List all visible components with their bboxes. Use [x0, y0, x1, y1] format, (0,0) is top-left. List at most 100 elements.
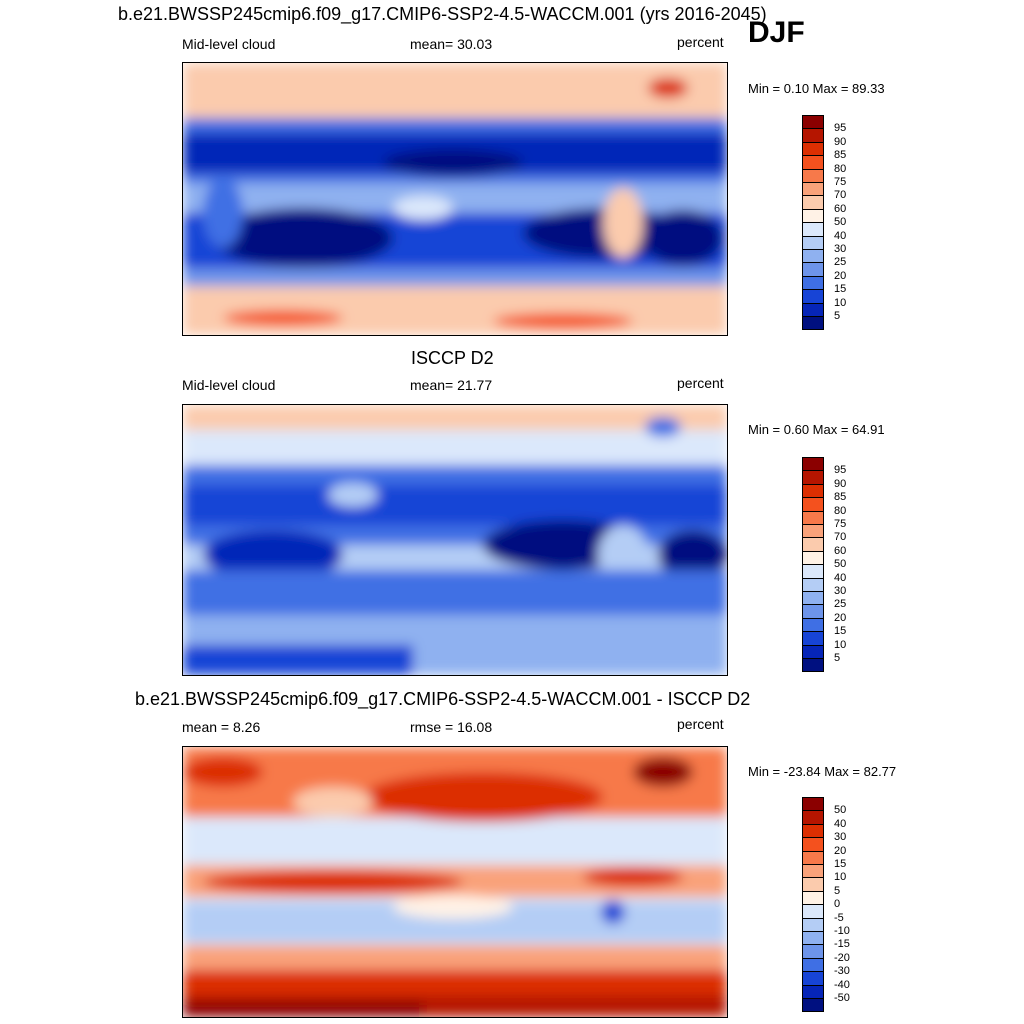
colorbar-swatch	[802, 644, 824, 659]
colorbar-swatch	[802, 823, 824, 839]
colorbar-swatch	[802, 457, 824, 472]
panel2-map	[182, 404, 728, 676]
colorbar-swatch	[802, 877, 824, 892]
colorbar-tick-label: 15	[834, 858, 847, 870]
colorbar-swatch	[802, 617, 824, 633]
colorbar-swatch	[802, 316, 824, 331]
colorbar-tick-label: 20	[834, 611, 847, 624]
panel1-center-label: mean= 30.03	[410, 36, 493, 52]
colorbar-tick-label: 85	[834, 491, 847, 504]
colorbar-swatch	[802, 850, 824, 865]
colorbar-swatch	[802, 931, 824, 946]
colorbar-tick-label: 5	[834, 652, 841, 664]
panel3-center-label: rmse = 16.08	[410, 719, 493, 735]
panel1-left-label: Mid-level cloud	[182, 36, 276, 52]
colorbar-swatch	[802, 564, 824, 579]
colorbar-tick-label: 20	[834, 269, 847, 282]
colorbar-swatch	[802, 275, 824, 291]
colorbar-tick-label: 5	[834, 310, 841, 322]
colorbar-swatch	[802, 195, 824, 210]
panel3-title: b.e21.BWSSP245cmip6.f09_g17.CMIP6-SSP2-4…	[135, 689, 751, 709]
panel2-minmax: Min = 0.60 Max = 64.91	[748, 422, 885, 437]
colorbar-swatch	[802, 497, 824, 512]
colorbar-tick-label: 95	[834, 122, 847, 135]
colorbar-tick-label: 85	[834, 149, 847, 162]
colorbar-tick-label: -10	[834, 925, 850, 937]
colorbar-tick-label: 40	[834, 229, 847, 242]
panel1-map	[182, 62, 728, 336]
colorbar-tick-label: 50	[834, 804, 847, 817]
colorbar-swatch	[802, 289, 824, 304]
colorbar-tick-label: 30	[834, 831, 847, 844]
colorbar-tick-label: -50	[834, 992, 850, 1004]
colorbar-tick-label: 50	[834, 216, 847, 229]
colorbar-swatch	[802, 917, 824, 932]
colorbar-swatch	[802, 984, 824, 999]
colorbar-tick-label: 95	[834, 464, 847, 477]
panel2-title: ISCCP D2	[411, 348, 494, 368]
colorbar-swatch	[802, 249, 824, 264]
colorbar-swatch	[802, 483, 824, 499]
colorbar-swatch	[802, 537, 824, 552]
colorbar-tick-label: 80	[834, 504, 847, 517]
colorbar-tick-label: 90	[834, 477, 847, 490]
colorbar-tick-label: 75	[834, 518, 847, 530]
colorbar-tick-label: 25	[834, 256, 847, 269]
colorbar-tick-label: 60	[834, 202, 847, 215]
colorbar-tick-label: 90	[834, 135, 847, 148]
colorbar-swatch	[802, 302, 824, 317]
panel2-center-label: mean= 21.77	[410, 377, 493, 393]
colorbar-swatch	[802, 182, 824, 197]
colorbar-swatch	[802, 631, 824, 646]
colorbar-tick-label: 70	[834, 189, 847, 202]
panel3-units: percent	[677, 716, 724, 732]
colorbar-tick-label: 10	[834, 638, 847, 651]
colorbar-tick-label: 30	[834, 585, 847, 597]
colorbar-tick-label: 40	[834, 817, 847, 830]
colorbar-swatch	[802, 658, 824, 673]
colorbar-swatch	[802, 262, 824, 277]
colorbar-swatch	[802, 957, 824, 973]
panel1-minmax: Min = 0.10 Max = 89.33	[748, 81, 885, 96]
colorbar-tick-label: -20	[834, 951, 850, 964]
colorbar-swatch	[802, 470, 824, 485]
colorbar-swatch	[802, 944, 824, 959]
colorbar-tick-label: 0	[834, 898, 841, 911]
colorbar-tick-label: 15	[834, 625, 847, 638]
colorbar-swatch	[802, 591, 824, 606]
panel2-left-label: Mid-level cloud	[182, 377, 276, 393]
panel3-map	[182, 746, 728, 1018]
colorbar-tick-label: -5	[834, 911, 844, 924]
colorbar-swatch	[802, 168, 824, 183]
colorbar-tick-label: 75	[834, 176, 847, 188]
season-label: DJF	[748, 16, 805, 49]
colorbar-tick-label: 40	[834, 571, 847, 584]
colorbar-swatch	[802, 577, 824, 592]
colorbar-swatch	[802, 115, 824, 130]
colorbar-swatch	[802, 810, 824, 825]
colorbar-swatch	[802, 998, 824, 1013]
colorbar-tick-label: -15	[834, 938, 850, 951]
colorbar-tick-label: 20	[834, 844, 847, 857]
colorbar-swatch	[802, 524, 824, 539]
colorbar-swatch	[802, 550, 824, 566]
colorbar-swatch	[802, 864, 824, 879]
colorbar-tick-label: 5	[834, 884, 841, 897]
colorbar-swatch	[802, 604, 824, 619]
colorbar-swatch	[802, 208, 824, 224]
colorbar-swatch	[802, 128, 824, 143]
colorbar-tick-label: 10	[834, 871, 847, 884]
colorbar-swatch	[802, 510, 824, 525]
colorbar-tick-label: -30	[834, 965, 850, 978]
colorbar-tick-label: 70	[834, 531, 847, 544]
colorbar-tick-label: 15	[834, 283, 847, 296]
colorbar-tick-label: 80	[834, 162, 847, 175]
colorbar-swatch	[802, 222, 824, 237]
panel1-units: percent	[677, 34, 724, 50]
colorbar-tick-label: 60	[834, 544, 847, 557]
colorbar-tick-label: 10	[834, 296, 847, 309]
colorbar-swatch	[802, 155, 824, 170]
colorbar-tick-label: 50	[834, 558, 847, 571]
colorbar-swatch	[802, 797, 824, 812]
colorbar-swatch	[802, 235, 824, 250]
